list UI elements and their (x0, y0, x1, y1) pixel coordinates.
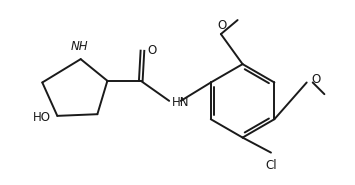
Text: O: O (217, 19, 226, 32)
Text: HN: HN (172, 96, 189, 109)
Text: O: O (147, 44, 157, 57)
Text: Cl: Cl (265, 159, 277, 172)
Text: NH: NH (70, 40, 88, 53)
Text: HO: HO (33, 111, 51, 124)
Text: O: O (311, 73, 321, 86)
